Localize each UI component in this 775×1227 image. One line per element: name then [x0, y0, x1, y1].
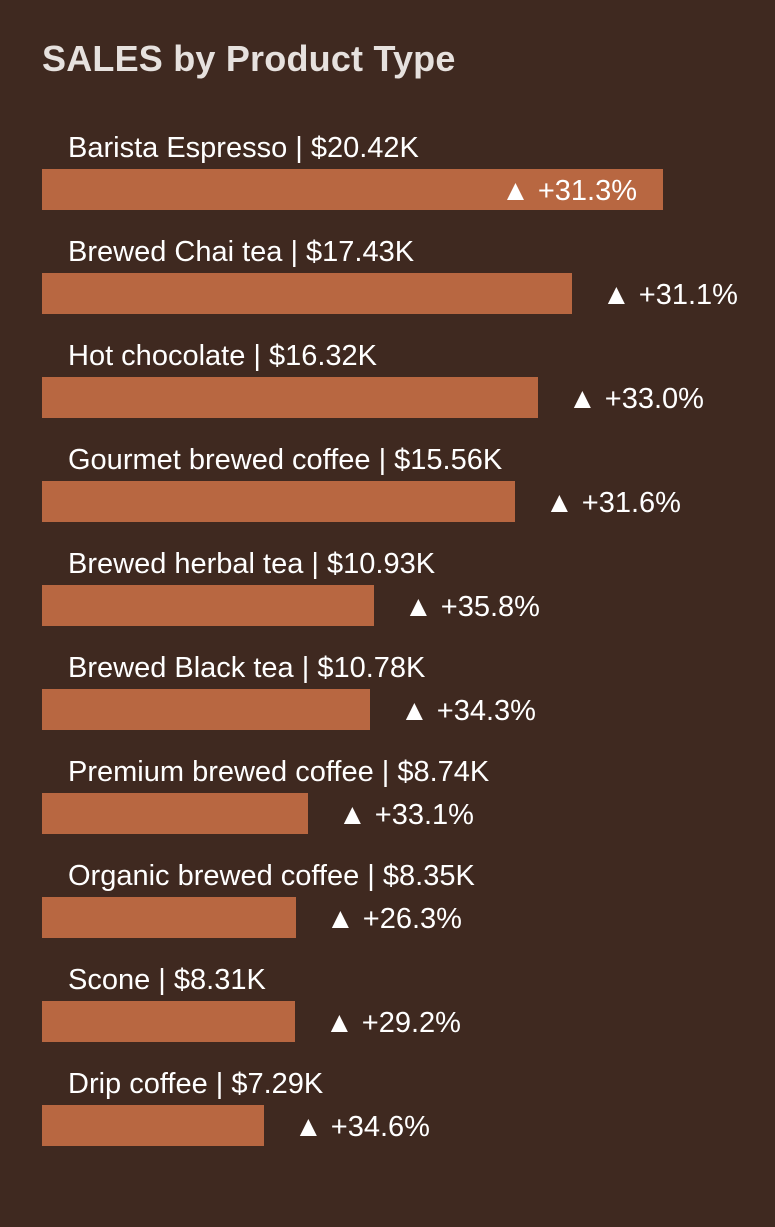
growth-label: ▲ +34.3%: [400, 695, 536, 727]
bar-label: Brewed herbal tea | $10.93K: [68, 548, 436, 580]
growth-label: ▲ +29.2%: [325, 1007, 461, 1039]
bar-label: Brewed Black tea | $10.78K: [68, 652, 426, 684]
bar-label: Hot chocolate | $16.32K: [68, 340, 378, 372]
bar: [42, 1105, 264, 1146]
growth-label: ▲ +33.0%: [568, 383, 704, 415]
bar-label: Gourmet brewed coffee | $15.56K: [68, 444, 503, 476]
growth-label: ▲ +26.3%: [326, 903, 462, 935]
bar: [42, 481, 515, 522]
bar: [42, 793, 308, 834]
growth-label: ▲ +34.6%: [294, 1111, 430, 1143]
bar: [42, 1001, 295, 1042]
growth-label: ▲ +31.1%: [602, 279, 738, 311]
bar-label: Organic brewed coffee | $8.35K: [68, 860, 475, 892]
bar-label: Barista Espresso | $20.42K: [68, 132, 420, 164]
bar: [42, 585, 374, 626]
bar: [42, 897, 296, 938]
bar: [42, 169, 663, 210]
bar: [42, 377, 538, 418]
growth-label: ▲ +33.1%: [338, 799, 474, 831]
growth-label: ▲ +31.6%: [545, 487, 681, 519]
growth-label: ▲ +31.3%: [501, 175, 637, 207]
bar: [42, 689, 370, 730]
bar-label: Drip coffee | $7.29K: [68, 1068, 324, 1100]
bar: [42, 273, 572, 314]
bar-label: Scone | $8.31K: [68, 964, 266, 996]
bar-label: Premium brewed coffee | $8.74K: [68, 756, 490, 788]
bar-label: Brewed Chai tea | $17.43K: [68, 236, 415, 268]
chart-title: SALES by Product Type: [42, 38, 456, 79]
growth-label: ▲ +35.8%: [404, 591, 540, 623]
